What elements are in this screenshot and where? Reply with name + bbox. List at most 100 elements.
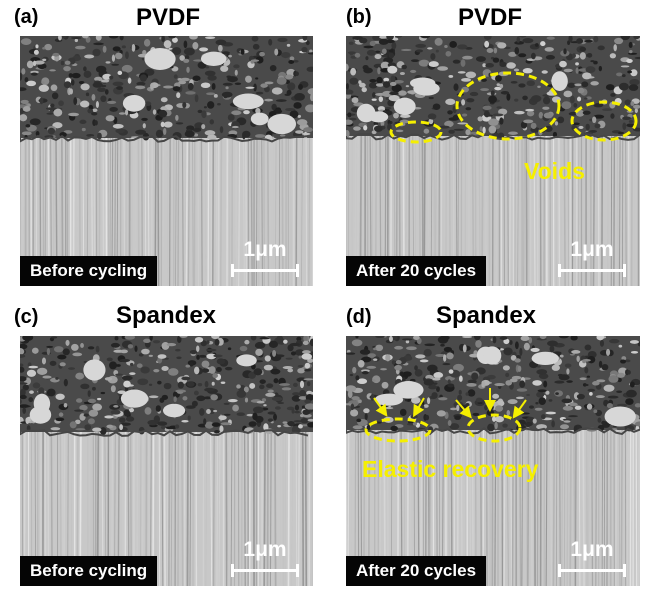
electrode-particle — [355, 336, 359, 339]
electrode-particle — [426, 397, 431, 405]
substrate-fiber — [167, 431, 171, 586]
electrode-particle — [264, 355, 271, 362]
electrode-particle — [352, 425, 363, 430]
interface-line — [346, 133, 640, 141]
panel-b-sem-image: Voids After 20 cycles 1μm — [346, 36, 640, 286]
electrode-particle — [35, 130, 40, 137]
electrode-particle — [359, 349, 371, 355]
electrode-particle — [531, 52, 536, 60]
electrode-particle — [371, 98, 377, 101]
electrode-particle — [569, 95, 575, 104]
electrode-particle — [430, 53, 436, 60]
electrode-particle — [267, 418, 274, 422]
electrode-particle — [260, 83, 268, 88]
electrode-particle — [469, 91, 479, 97]
electrode-particle — [505, 372, 510, 378]
electrode-particle — [499, 336, 508, 340]
electrode-particle — [374, 53, 382, 60]
electrode-particle — [304, 403, 313, 410]
electrode-particle — [375, 336, 385, 339]
scale-bar-line — [558, 564, 626, 577]
electrode-particle — [563, 48, 567, 55]
electrode-particle — [529, 405, 534, 409]
electrode-particle — [483, 110, 490, 118]
electrode-particle — [566, 368, 570, 375]
substrate-fiber — [606, 135, 610, 286]
electrode-particle — [598, 65, 603, 72]
electrode-particle — [85, 92, 90, 97]
recovery-arrow — [455, 399, 472, 419]
substrate-fiber — [573, 429, 576, 586]
electrode-particle — [274, 406, 281, 410]
substrate-fiber — [615, 429, 618, 586]
electrode-particle — [115, 52, 123, 60]
electrode-particle — [205, 348, 217, 352]
electrode-particle — [490, 90, 495, 96]
electrode-particle — [536, 365, 541, 368]
substrate-fiber — [212, 431, 215, 586]
electrode-particle — [614, 37, 624, 45]
substrate-fiber — [519, 429, 522, 586]
substrate-fiber — [162, 137, 164, 286]
bright-particle — [162, 403, 186, 418]
electrode-particle — [447, 419, 452, 427]
electrode-particle — [545, 55, 556, 60]
electrode-particle — [38, 387, 45, 396]
panel-a-caption: Before cycling — [20, 256, 158, 286]
electrode-particle — [245, 75, 252, 83]
electrode-particle — [148, 354, 153, 357]
electrode-particle — [215, 39, 227, 46]
electrode-particle — [155, 129, 164, 138]
electrode-particle — [183, 47, 195, 56]
electrode-particle — [616, 372, 625, 378]
electrode-particle — [127, 344, 134, 349]
electrode-particle — [442, 362, 451, 366]
electrode-particle — [131, 43, 136, 52]
substrate-fiber — [243, 431, 246, 586]
electrode-particle — [542, 96, 551, 105]
electrode-particle — [346, 352, 356, 355]
void-markers — [389, 71, 638, 144]
scale-bar-line — [231, 264, 299, 277]
electrode-particle — [92, 48, 101, 57]
electrode-particle — [514, 98, 519, 102]
electrode-particle — [123, 380, 131, 388]
electrode-particle — [551, 420, 555, 428]
electrode-particle — [526, 110, 535, 117]
electrode-particle — [482, 63, 487, 68]
voids-annotation: Voids — [524, 158, 585, 184]
electrode-particle — [68, 367, 76, 370]
electrode-particle — [92, 403, 103, 411]
electrode-particle — [307, 52, 313, 55]
electrode-particle — [439, 336, 450, 341]
electrode-particle — [99, 427, 107, 436]
electrode-particle — [372, 92, 376, 98]
electrode-particle — [601, 363, 609, 371]
electrode-particle — [584, 344, 592, 351]
electrode-particle — [500, 90, 510, 95]
electrode-particle — [21, 131, 32, 136]
electrode-particle — [234, 82, 242, 85]
electrode-particle — [211, 422, 221, 427]
electrode-particle — [69, 421, 77, 429]
electrode-particle — [26, 60, 34, 69]
electrode-particle — [92, 427, 102, 432]
electrode-particle — [92, 82, 103, 88]
electrode-particle — [123, 409, 131, 417]
electrode-particle — [168, 368, 179, 376]
electrode-particle — [487, 423, 495, 432]
electrode-particle — [571, 53, 576, 59]
electrode-particle — [95, 101, 99, 109]
electrode-particle — [255, 91, 264, 95]
electrode-particle — [575, 67, 579, 74]
electrode-particle — [254, 343, 263, 349]
electrode-particle — [449, 423, 460, 430]
bright-particle — [393, 97, 416, 116]
scale-bar-line — [558, 264, 626, 277]
electrode-particle — [41, 81, 45, 84]
electrode-particle — [299, 389, 307, 397]
electrode-particle — [25, 417, 30, 425]
electrode-particle — [207, 75, 217, 81]
electrode-particle — [121, 375, 133, 381]
electrode-particle — [20, 107, 24, 115]
